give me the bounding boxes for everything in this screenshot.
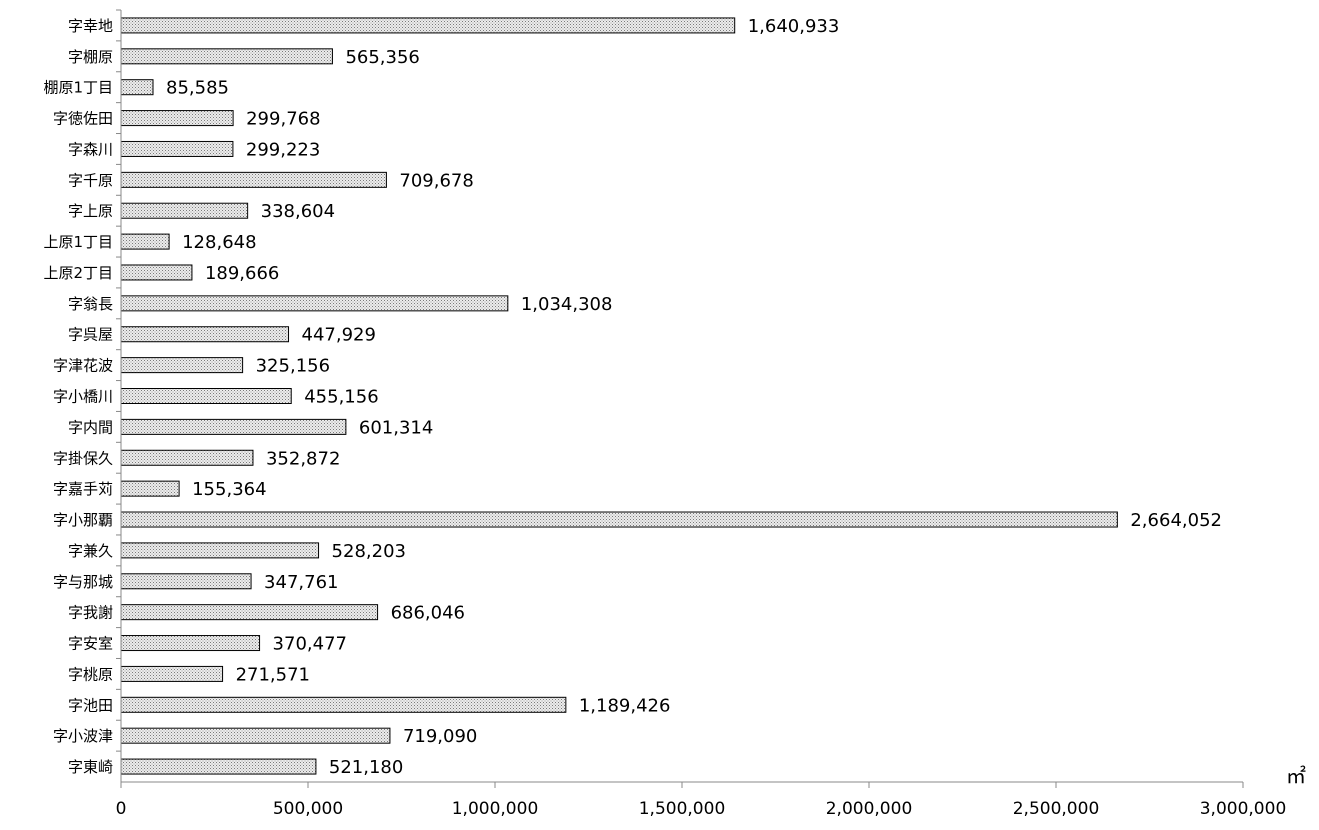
category-label: 字我謝 [68,604,113,622]
value-label: 325,156 [256,356,330,377]
category-label: 字小那覇 [53,511,113,529]
value-label: 1,034,308 [521,294,613,315]
category-label: 棚原1丁目 [43,79,113,97]
category-label: 字安室 [68,635,113,653]
value-label: 1,640,933 [748,16,840,37]
bar [120,326,290,343]
category-labels-layer: 字幸地字棚原棚原1丁目字徳佐田字森川字千原字上原上原1丁目上原2丁目字翁長字呉屋… [43,17,113,776]
x-tick-label: 3,000,000 [1200,799,1287,819]
bar [120,233,170,250]
value-label: 447,929 [302,325,376,346]
category-label: 字津花波 [53,357,113,375]
ticks-layer: 0 500,000 1,000,000 1,500,000 2,000,000 2,500… [116,9,1287,819]
category-label: 字棚原 [68,48,113,66]
value-label: 709,678 [399,170,473,191]
category-label: 上原2丁目 [43,264,113,282]
category-label: 字上原 [68,202,113,220]
bar [120,480,180,497]
value-label: 338,604 [261,201,335,222]
x-tick-label: 2,500,000 [1013,799,1100,819]
value-label: 521,180 [329,757,403,778]
category-label: 字兼久 [68,542,113,560]
category-label: 字内間 [68,418,113,436]
category-label: 字池田 [68,696,113,714]
bar [120,357,244,374]
value-label: 1,189,426 [579,695,671,716]
category-label: 字呉屋 [68,326,113,344]
bar [120,202,249,219]
value-label: 601,314 [359,417,433,438]
value-label: 528,203 [332,541,406,562]
bar [120,171,387,188]
category-label: 字桃原 [68,665,113,683]
bar [120,449,254,466]
bar [120,79,154,96]
value-label: 155,364 [192,479,266,500]
category-label: 字小橋川 [53,388,113,406]
category-label: 字東崎 [68,758,113,776]
bar [120,110,234,127]
bar [120,665,224,682]
bar [120,511,1118,528]
value-label: 719,090 [403,726,477,747]
bar [120,48,333,65]
category-label: 字千原 [68,171,113,189]
value-label: 271,571 [236,664,310,685]
bar [120,727,391,744]
value-label: 128,648 [182,232,256,253]
category-label: 字小波津 [53,727,113,745]
category-label: 上原1丁目 [43,233,113,251]
category-label: 字嘉手苅 [53,480,113,498]
bar [120,696,567,713]
x-tick-label: 0 [116,799,127,819]
value-label: 352,872 [266,448,340,469]
value-label: 565,356 [345,47,419,68]
unit-label: ㎡ [1286,764,1306,788]
x-tick-label: 500,000 [273,799,343,819]
value-label: 455,156 [304,387,378,408]
value-label: 2,664,052 [1130,510,1222,531]
bar [120,388,292,404]
bar [120,542,320,559]
bar [120,604,379,621]
x-tick-label: 1,000,000 [452,799,539,819]
value-label: 189,666 [205,263,279,284]
bar [120,264,193,281]
value-label: 347,761 [264,572,338,593]
bar [120,17,736,34]
value-label: 686,046 [391,603,465,624]
x-tick-label: 1,500,000 [639,799,726,819]
x-tick-label: 2,000,000 [826,799,913,819]
bars-layer [120,17,1118,775]
bar [120,635,261,652]
value-label: 299,768 [246,109,320,130]
category-label: 字掛保久 [53,449,113,467]
bar [120,140,234,157]
category-label: 字与那城 [53,573,113,591]
category-label: 字翁長 [68,295,113,313]
bar [120,295,509,312]
bar [120,418,347,435]
value-labels-layer: 1,640,933 565,356 85,585 299,768 299,223 709,… [166,16,1222,778]
bar [120,758,317,775]
bar [120,573,252,590]
category-label: 字幸地 [68,17,113,35]
category-label: 字徳佐田 [53,110,113,128]
category-label: 字森川 [68,140,113,158]
value-label: 299,223 [246,139,320,160]
value-label: 85,585 [166,78,229,99]
value-label: 370,477 [273,634,347,655]
